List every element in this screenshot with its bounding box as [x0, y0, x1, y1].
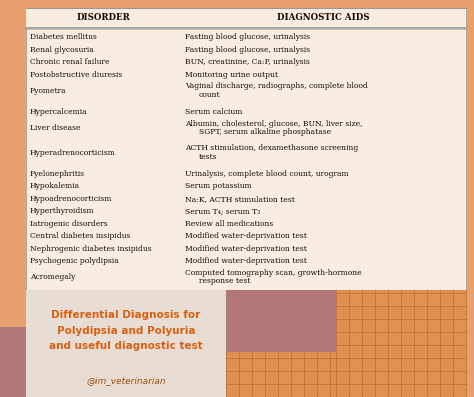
Text: Iatrogenic disorders: Iatrogenic disorders [30, 220, 108, 228]
Text: Hypoadrenocorticism: Hypoadrenocorticism [30, 195, 112, 203]
Text: Psychogenic polydipsia: Psychogenic polydipsia [30, 257, 119, 265]
Text: Fasting blood glucose, urinalysis: Fasting blood glucose, urinalysis [185, 33, 310, 41]
Text: Hypokalemia: Hypokalemia [30, 183, 80, 191]
Text: Monitoring urine output: Monitoring urine output [185, 71, 278, 79]
Text: ACTH stimulation, dexamethasone screening: ACTH stimulation, dexamethasone screenin… [185, 145, 358, 152]
Text: SGPT, serum alkaline phosphatase: SGPT, serum alkaline phosphatase [199, 128, 331, 136]
Text: Review all medications: Review all medications [185, 220, 273, 228]
Bar [26, 8, 466, 290]
Text: Serum T₄; serum T₃: Serum T₄; serum T₃ [185, 207, 260, 215]
Text: Postobstructive diuresis: Postobstructive diuresis [30, 71, 122, 79]
Text: DISORDER: DISORDER [77, 13, 130, 23]
Text: Albumin, cholesterol, glucose, BUN, liver size,: Albumin, cholesterol, glucose, BUN, live… [185, 119, 363, 127]
Text: Modified water-deprivation test: Modified water-deprivation test [185, 245, 307, 252]
Text: Urinalysis, complete blood count, urogram: Urinalysis, complete blood count, urogra… [185, 170, 348, 178]
Text: Modified water-deprivation test: Modified water-deprivation test [185, 232, 307, 240]
Text: Nephrogenic diabetes insipidus: Nephrogenic diabetes insipidus [30, 245, 152, 252]
Text: count: count [199, 91, 220, 99]
Text: Central diabetes insipidus: Central diabetes insipidus [30, 232, 130, 240]
Text: @im_veterinarian: @im_veterinarian [86, 376, 166, 385]
Bar [0, 0, 26, 397]
Text: Pyelonephritis: Pyelonephritis [30, 170, 85, 178]
Text: Serum potassium: Serum potassium [185, 183, 252, 191]
Text: tests: tests [199, 153, 218, 161]
Text: Hyperadrenocorticism: Hyperadrenocorticism [30, 149, 116, 157]
Text: Pyometra: Pyometra [30, 87, 67, 94]
Bar [226, 352, 336, 397]
Text: Modified water-deprivation test: Modified water-deprivation test [185, 257, 307, 265]
Text: Chronic renal failure: Chronic renal failure [30, 58, 109, 66]
Text: DIAGNOSTIC AIDS: DIAGNOSTIC AIDS [277, 13, 370, 23]
Bar [26, 8, 466, 28]
Text: Fasting blood glucose, urinalysis: Fasting blood glucose, urinalysis [185, 46, 310, 54]
Bar [226, 290, 336, 352]
Text: Diabetes mellitus: Diabetes mellitus [30, 33, 97, 41]
Bar [336, 290, 466, 397]
Text: Hypercalcemia: Hypercalcemia [30, 108, 88, 116]
Text: Na:K, ACTH stimulation test: Na:K, ACTH stimulation test [185, 195, 295, 203]
Text: response test: response test [199, 278, 250, 285]
Text: Differential Diagnosis for
Polydipsia and Polyuria
and useful diagnostic test: Differential Diagnosis for Polydipsia an… [49, 310, 203, 351]
Bar [26, 290, 226, 397]
Text: Serum calcium: Serum calcium [185, 108, 242, 116]
Text: Acromegaly: Acromegaly [30, 273, 75, 281]
Text: BUN, creatinine, Ca:P, urinalysis: BUN, creatinine, Ca:P, urinalysis [185, 58, 310, 66]
Text: Computed tomography scan, growth-hormone: Computed tomography scan, growth-hormone [185, 269, 362, 277]
Text: Liver disease: Liver disease [30, 124, 81, 132]
Text: Vaginal discharge, radiographs, complete blood: Vaginal discharge, radiographs, complete… [185, 82, 368, 90]
Bar [0, 328, 26, 397]
Text: Hyperthyroidism: Hyperthyroidism [30, 207, 95, 215]
Text: Renal glycosuria: Renal glycosuria [30, 46, 94, 54]
